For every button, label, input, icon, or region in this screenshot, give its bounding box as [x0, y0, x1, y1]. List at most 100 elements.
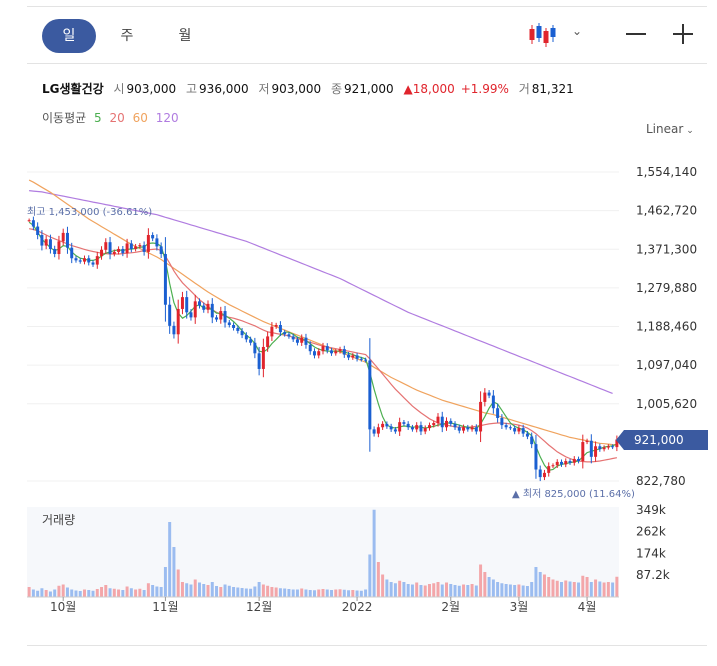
candle [78, 260, 82, 262]
volume-bar [57, 585, 61, 597]
candle [372, 429, 376, 434]
candle [61, 232, 65, 242]
volume-bar [44, 590, 48, 597]
volume-bar [257, 582, 261, 597]
volume-bar [193, 579, 197, 597]
candle [308, 344, 312, 352]
candle [436, 416, 440, 424]
candle [381, 423, 385, 428]
volume-bar [100, 587, 104, 597]
candle [606, 446, 610, 448]
tab-week[interactable]: 주 [120, 28, 134, 44]
candle [538, 469, 542, 478]
x-tick-label: 11월 [152, 600, 178, 614]
candle [189, 312, 193, 318]
x-tick-label: 2022 [342, 600, 373, 614]
volume-bar [304, 589, 308, 597]
change-value: ▲18,000 [403, 82, 455, 96]
volume-bar [321, 589, 325, 597]
top-border [27, 6, 707, 7]
candle [453, 423, 457, 428]
candle [406, 423, 410, 428]
volume-bar [61, 584, 65, 597]
volume-tick-label: 349k [636, 503, 666, 517]
volume-bar [530, 582, 534, 597]
volume-bar [155, 586, 159, 597]
volume-bar [312, 590, 316, 597]
candle [168, 304, 172, 326]
volume-bar [108, 588, 112, 597]
candle [236, 327, 240, 331]
volume-bar [487, 577, 491, 597]
volume-bar [432, 583, 436, 597]
volume-bar [287, 589, 291, 597]
volume-bar [594, 579, 598, 597]
volume-bar [466, 585, 470, 597]
volume-bar [65, 587, 69, 597]
candle [423, 428, 427, 432]
scale-label: Linear [646, 122, 684, 136]
bottom-border [27, 645, 707, 646]
candle [398, 422, 402, 432]
candle [257, 353, 261, 369]
volume-bar [398, 580, 402, 597]
candle [223, 311, 227, 323]
volume-bar [389, 582, 393, 597]
candle [104, 242, 108, 250]
volume-bar [449, 584, 453, 597]
candle [581, 442, 585, 462]
close-value: 921,000 [344, 82, 394, 96]
candle [342, 349, 346, 355]
volume-bar [381, 574, 385, 597]
volume-bar [393, 583, 397, 597]
scale-selector[interactable]: Linear ⌄ [646, 122, 694, 136]
volume-bar [202, 584, 206, 597]
candle [112, 251, 116, 255]
ma120-label: 120 [155, 111, 179, 125]
candle [261, 346, 265, 369]
volume-bar [508, 584, 512, 597]
chart-type-selector[interactable]: ⌄ [528, 22, 584, 48]
candle [410, 427, 414, 430]
candle [347, 354, 351, 358]
candle [368, 360, 372, 430]
ma20-label: 20 [109, 111, 125, 125]
volume-bar [564, 580, 568, 597]
volume-bar [568, 581, 572, 597]
volume-bar [440, 584, 444, 597]
candle [53, 248, 57, 255]
volume-bar [117, 589, 121, 597]
high-label: 고 [186, 82, 198, 96]
volume-bar [236, 587, 240, 597]
volume-bar [36, 590, 40, 597]
candle [57, 241, 61, 255]
period-tabs: 일 주 월 [42, 19, 216, 53]
candle [253, 342, 257, 354]
candle [351, 355, 355, 358]
candle [508, 427, 512, 429]
candle [589, 440, 593, 457]
zoom-in-button[interactable] [671, 22, 695, 46]
open-value: 903,000 [126, 82, 177, 96]
volume-bar [334, 589, 338, 597]
candle [108, 242, 112, 255]
candle [210, 303, 214, 318]
volume-bar [453, 585, 457, 597]
candle [244, 335, 248, 340]
y-tick-label: 1,279,880 [636, 281, 697, 295]
tab-month[interactable]: 월 [178, 28, 192, 44]
volume-bar [342, 589, 346, 597]
candle [193, 301, 197, 318]
volume-bar [542, 574, 546, 597]
zoom-out-button[interactable] [624, 22, 648, 46]
candle [70, 247, 74, 259]
volume-bar [547, 577, 551, 597]
candle [65, 232, 69, 248]
volume-bar [31, 589, 35, 597]
volume-bar [479, 564, 483, 597]
volume-bar [415, 582, 419, 597]
volume-bar [602, 582, 606, 597]
tab-day[interactable]: 일 [42, 19, 96, 53]
volume-bar [112, 588, 116, 597]
